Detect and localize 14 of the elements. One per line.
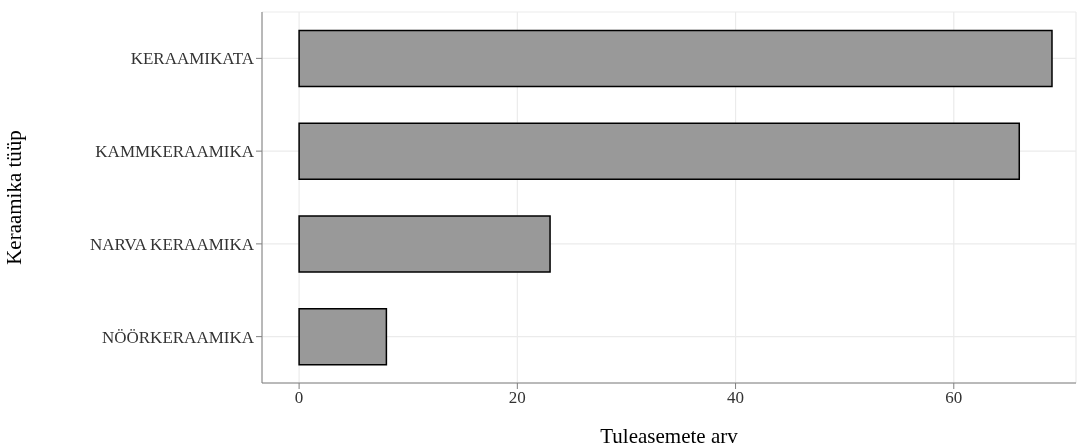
y-tick-label: KERAAMIKATA: [130, 49, 255, 69]
y-tick-label: NÖÖRKERAAMIKA: [101, 327, 255, 347]
bar: [298, 122, 1021, 181]
y-tick-label: NARVA KERAAMIKA: [89, 234, 255, 254]
x-tick-label: 20: [508, 388, 526, 408]
y-axis-title: Keraamika tüüp: [2, 130, 27, 265]
bar: [298, 308, 388, 366]
y-tick-label: KAMMKERAAMIKA: [95, 142, 255, 162]
bar: [298, 29, 1053, 88]
x-tick-label: 40: [727, 388, 745, 408]
x-tick-label: 0: [294, 388, 304, 408]
x-axis-title: Tuleasemete arv: [600, 424, 739, 443]
x-tick-label: 60: [945, 388, 963, 408]
bar: [298, 215, 551, 273]
